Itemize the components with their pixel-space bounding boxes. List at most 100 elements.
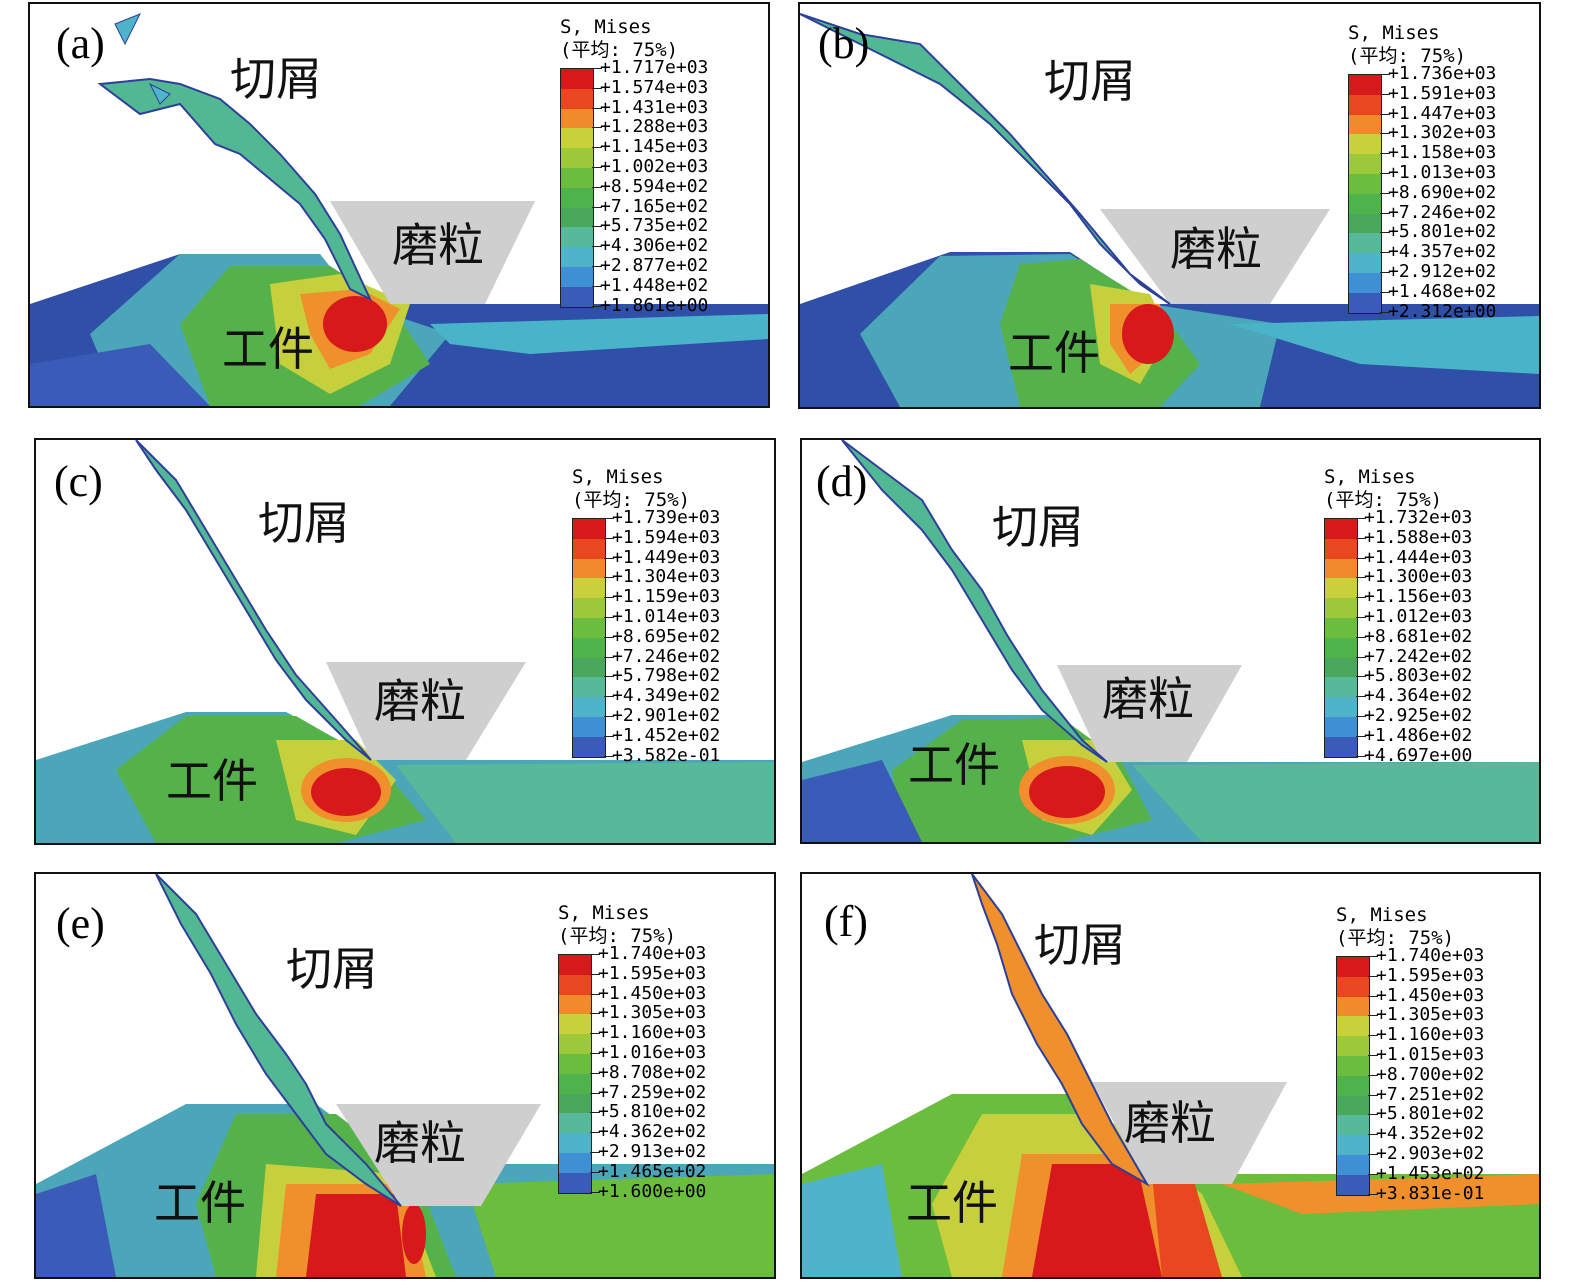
- legend-color-segment: [1325, 637, 1357, 658]
- legend-color-segment: [1325, 736, 1357, 757]
- stress-legend: S, Mises (平均: 75%) +1.717e+03 +1.574e+03 +1.…: [560, 16, 768, 316]
- legend-tick: [592, 246, 602, 248]
- legend-colorbar: [1324, 518, 1358, 758]
- legend-tick: [604, 735, 614, 737]
- legend-tick: [590, 993, 600, 995]
- legend-title: S, Mises: [1348, 22, 1440, 44]
- legend-color-segment: [573, 558, 605, 579]
- legend-value: +1.740e+03: [598, 943, 707, 964]
- legend-tick: [592, 285, 602, 287]
- legend-tick: [590, 1132, 600, 1134]
- legend-value: +1.300e+03: [1364, 566, 1473, 588]
- legend-tick: [1368, 1015, 1378, 1017]
- legend-tick: [592, 127, 602, 129]
- legend-color-segment: [561, 247, 593, 267]
- legend-color-segment: [1325, 697, 1357, 717]
- legend-value: +1.013e+03: [1388, 161, 1497, 183]
- legend-color-segment: [559, 1014, 591, 1035]
- legend-color-segment: [561, 88, 593, 109]
- legend-color-segment: [561, 266, 593, 287]
- legend-value: +1.452e+02: [612, 724, 721, 746]
- legend-body: +1.736e+03 +1.591e+03 +1.447e+03 +1.302e+03…: [1348, 64, 1539, 322]
- legend-color-segment: [573, 697, 605, 717]
- legend-value: +4.697e+00: [1364, 744, 1473, 766]
- workpiece-label: 工件: [1008, 326, 1100, 380]
- legend-value: +1.594e+03: [612, 526, 721, 548]
- legend-tick: [592, 186, 602, 188]
- legend-color-segment: [573, 519, 605, 539]
- legend-colorbar: [1348, 74, 1382, 314]
- legend-tick: [1380, 272, 1390, 273]
- legend-value: +4.357e+02: [1388, 241, 1497, 263]
- legend-color-segment: [561, 167, 593, 188]
- legend-color-segment: [559, 974, 591, 995]
- stress-field-c: [36, 440, 774, 843]
- legend-color-segment: [1349, 193, 1381, 214]
- legend-color-segment: [573, 598, 605, 618]
- legend-color-segment: [1337, 1174, 1369, 1195]
- legend-tick: [590, 1072, 600, 1074]
- legend-color-segment: [1337, 1036, 1369, 1056]
- legend-tick: [1380, 192, 1390, 194]
- legend-color-segment: [1325, 657, 1357, 678]
- legend-value: +7.259e+02: [598, 1081, 707, 1103]
- chip-label: 切屑: [286, 942, 378, 996]
- legend-values: +1.732e+03 +1.588e+03 +1.444e+03 +1.300e+03…: [1364, 508, 1472, 765]
- workpiece-label: 工件: [906, 1176, 998, 1230]
- legend-tick: [1356, 518, 1366, 519]
- legend-color-segment: [1349, 233, 1381, 254]
- legend-tick: [1356, 716, 1366, 717]
- legend-tick: [590, 1171, 600, 1173]
- panel-label: (d): [816, 457, 868, 506]
- legend-tick: [1368, 995, 1378, 997]
- legend-tick: [604, 636, 614, 638]
- legend-value: +3.831e-01: [1376, 1182, 1485, 1204]
- legend-tick: [1368, 1114, 1378, 1116]
- legend-color-segment: [1337, 1115, 1369, 1136]
- legend-subtitle: (平均: 75%): [1324, 489, 1443, 511]
- workpiece-label: 工件: [166, 754, 258, 808]
- legend-tick: [604, 557, 614, 559]
- legend-value: +1.448e+02: [600, 274, 709, 296]
- workpiece-label: 工件: [908, 738, 1000, 792]
- grain-label: 磨粒: [1102, 672, 1194, 726]
- legend-tick: [590, 1013, 600, 1015]
- legend-value: +1.447e+03: [1388, 102, 1497, 124]
- legend-color-segment: [1325, 538, 1357, 559]
- legend-value: +1.159e+03: [612, 586, 721, 608]
- legend-value: +1.450e+03: [1376, 984, 1485, 1006]
- legend-value: +5.803e+02: [1364, 665, 1473, 687]
- grain-label: 磨粒: [392, 218, 484, 272]
- legend-value: +5.801e+02: [1388, 221, 1497, 243]
- panel-label: (a): [56, 19, 105, 68]
- legend-tick: [604, 617, 614, 618]
- legend-value: +1.732e+03: [1364, 507, 1473, 528]
- stress-field-a: [30, 13, 768, 406]
- legend-tick: [1368, 1055, 1378, 1056]
- legend-tick: [592, 305, 602, 307]
- legend-color-segment: [573, 538, 605, 559]
- legend-color-segment: [561, 69, 593, 89]
- legend-value: +1.740e+03: [1376, 945, 1485, 966]
- legend-value: +8.695e+02: [612, 625, 721, 647]
- legend-tick: [1380, 133, 1390, 135]
- legend-body: +1.717e+03 +1.574e+03 +1.431e+03 +1.288e+03…: [560, 58, 768, 316]
- stress-field-e: [36, 874, 774, 1277]
- legend-color-segment: [1337, 1016, 1369, 1037]
- legend-value: +7.251e+02: [1376, 1083, 1485, 1105]
- stress-field-f: [802, 874, 1539, 1277]
- legend-tick: [590, 954, 600, 955]
- legend-value: +7.165e+02: [600, 195, 709, 217]
- legend-tick: [1356, 617, 1366, 618]
- legend-value: +1.600e+00: [598, 1180, 707, 1202]
- legend-tick: [1356, 755, 1366, 757]
- legend-value: +1.861e+00: [600, 294, 709, 316]
- panel-c: (c) 切屑 磨粒 工件 S, Mises (平均: 75%) +1.739e+03…: [34, 438, 776, 845]
- chip-label: 切屑: [258, 496, 350, 550]
- legend-value: +2.913e+02: [598, 1140, 707, 1162]
- legend-value: +1.453e+02: [1376, 1162, 1485, 1184]
- legend-color-segment: [1325, 677, 1357, 698]
- legend-color-segment: [559, 1053, 591, 1074]
- legend-color-segment: [561, 207, 593, 228]
- legend-tick: [1368, 1193, 1378, 1195]
